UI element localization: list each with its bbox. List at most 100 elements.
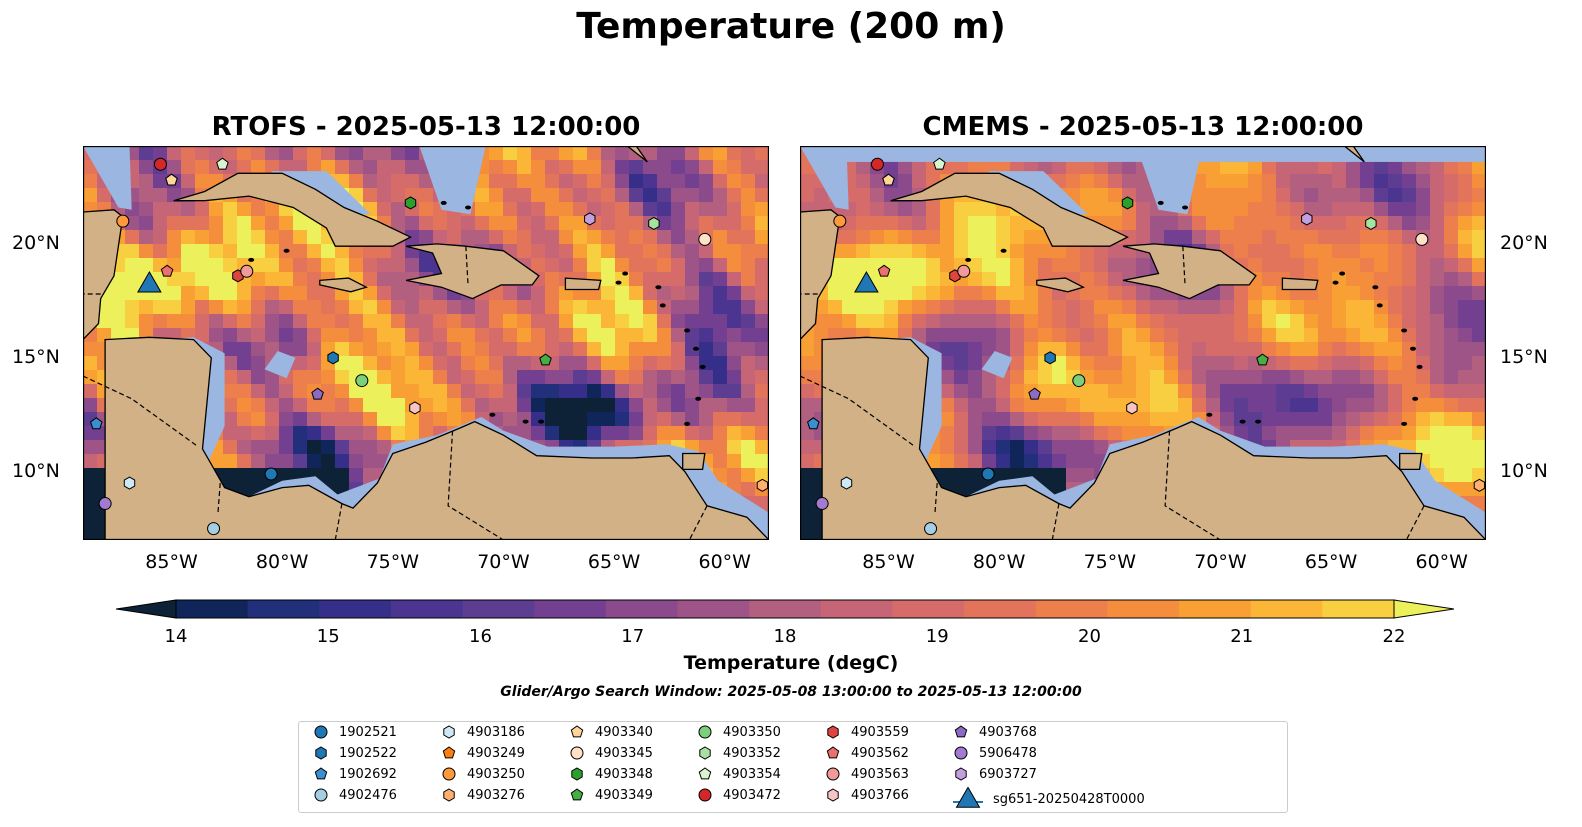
lon-tick-label: 75°W xyxy=(1083,551,1137,573)
legend-item: 4903340 xyxy=(569,724,653,740)
marker-4903276 xyxy=(756,478,769,492)
legend-item: 4903562 xyxy=(825,745,909,761)
legend-marker-hexagon-icon xyxy=(827,788,839,802)
land-area xyxy=(626,146,648,163)
small-island xyxy=(655,285,662,290)
marker-1902521 xyxy=(981,467,995,481)
marker-4903350 xyxy=(355,374,369,388)
legend-label: 1902521 xyxy=(339,724,397,740)
lon-tick-label: 80°W xyxy=(255,551,309,573)
colorbar-extend-min xyxy=(116,599,177,619)
legend-marker-circle-icon xyxy=(570,746,584,760)
legend-label: 4903276 xyxy=(467,787,525,803)
colorbar-segment xyxy=(1107,600,1180,618)
marker-1902521 xyxy=(264,467,278,481)
marker-4903349 xyxy=(1256,353,1269,366)
marker-4902476 xyxy=(207,522,221,536)
small-island xyxy=(283,248,290,253)
small-island xyxy=(1332,280,1339,285)
legend-label: 4903354 xyxy=(723,766,781,782)
map-frame xyxy=(83,146,769,540)
legend-label: 4903352 xyxy=(723,745,781,761)
colorbar-tick-label: 18 xyxy=(773,626,797,647)
marker-4903354 xyxy=(933,157,946,170)
land-area xyxy=(1036,277,1086,293)
legend-label: 4903186 xyxy=(467,724,525,740)
small-island xyxy=(692,346,699,351)
marker-4903345 xyxy=(698,232,712,246)
colorbar-tick-label: 16 xyxy=(469,626,492,647)
legend-item: 4903563 xyxy=(825,766,909,782)
legend-label: 4903349 xyxy=(595,787,653,803)
marker-4903563 xyxy=(240,264,254,278)
small-island xyxy=(1000,248,1007,253)
shelf-area xyxy=(419,146,486,215)
legend-marker-circle-icon xyxy=(954,746,968,760)
legend-item: 4903352 xyxy=(697,745,781,761)
marker-1902522 xyxy=(327,351,339,365)
marker-4903768 xyxy=(311,387,324,400)
small-island xyxy=(1157,200,1164,205)
marker-4903562 xyxy=(877,264,891,277)
map-frame xyxy=(800,146,1486,540)
colorbar-segment xyxy=(390,600,464,618)
colorbar-segment xyxy=(1179,600,1252,618)
colorbar-segment xyxy=(247,600,320,618)
colorbar-tick-label: 14 xyxy=(164,626,188,647)
legend-item: 4903348 xyxy=(569,766,653,782)
legend-label: 4903340 xyxy=(595,724,653,740)
land-area xyxy=(890,172,1129,247)
colorbar-segment xyxy=(964,600,1037,618)
shelf-area xyxy=(800,146,849,210)
land-area xyxy=(104,336,769,540)
lon-tick-label: 70°W xyxy=(477,551,530,573)
marker-4903350 xyxy=(1072,374,1086,388)
colorbar-tick-label: 20 xyxy=(1078,626,1101,647)
legend-label: 4903559 xyxy=(851,724,909,740)
marker-6903727 xyxy=(1301,212,1313,226)
shelf-area xyxy=(981,351,1013,379)
legend-marker-circle-icon xyxy=(698,788,712,802)
float-markers xyxy=(90,157,769,536)
small-island xyxy=(465,205,472,210)
small-island xyxy=(1409,346,1416,351)
legend-label: 1902522 xyxy=(339,745,397,761)
colorbar-segment xyxy=(820,600,893,618)
legend-marker-pentagon-icon xyxy=(826,746,840,759)
land xyxy=(83,146,769,540)
small-island xyxy=(248,257,255,262)
legend-marker-hexagon-icon xyxy=(315,746,327,760)
marker-sg651-20250428T0000 xyxy=(137,270,162,293)
legend-item: 4902476 xyxy=(313,787,397,803)
marker-4903472 xyxy=(153,157,167,171)
marker-4903354 xyxy=(216,157,229,170)
shelf-area xyxy=(1136,146,1203,215)
colorbar-segment xyxy=(1250,600,1323,618)
marker-4903186 xyxy=(123,476,136,490)
marker-sg651-20250428T0000 xyxy=(854,270,879,293)
lat-tick-label-right: 10°N xyxy=(1500,459,1548,482)
legend-item: 5906478 xyxy=(953,745,1037,761)
colorbar-outline xyxy=(175,599,1395,619)
lat-tick-label-left: 15°N xyxy=(12,345,60,368)
lon-tick-label: 85°W xyxy=(145,551,198,573)
land-area xyxy=(682,452,706,471)
marker-4902476 xyxy=(924,522,938,536)
country-borders xyxy=(83,246,708,540)
legend-label: 4903766 xyxy=(851,787,909,803)
rtofs-map xyxy=(83,146,769,540)
small-island xyxy=(1182,205,1189,210)
lon-tick-label: 80°W xyxy=(972,551,1026,573)
lon-tick-label: 65°W xyxy=(1304,551,1358,573)
small-island xyxy=(699,364,706,369)
colorbar-segment xyxy=(176,600,249,618)
marker-4903345 xyxy=(1415,232,1429,246)
colorbar-segment xyxy=(892,600,965,618)
marker-4903349 xyxy=(539,353,552,366)
legend-item: 4903249 xyxy=(441,745,525,761)
legend-item: 4903766 xyxy=(825,787,909,803)
land-area xyxy=(319,277,369,293)
small-island xyxy=(1255,419,1262,424)
land-area xyxy=(821,336,1486,540)
legend-label: 4903345 xyxy=(595,745,653,761)
